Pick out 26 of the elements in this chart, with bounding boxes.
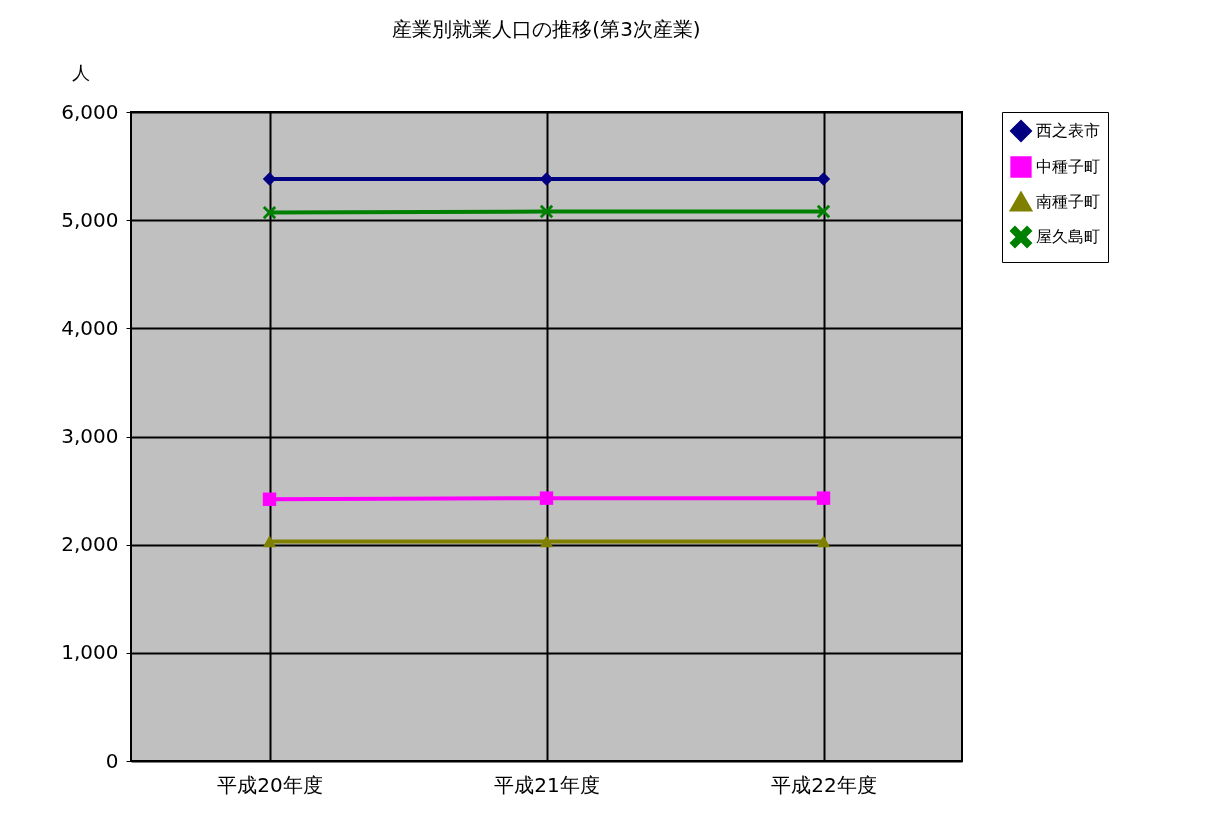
legend-label: 中種子町	[1036, 157, 1100, 176]
y-axis-title: 人	[71, 61, 90, 83]
point	[539, 535, 554, 548]
y-tick-label: 1,000	[61, 640, 119, 665]
x-tick-label: 平成22年度	[771, 772, 877, 797]
point	[816, 204, 831, 219]
legend-label: 西之表市	[1036, 121, 1100, 140]
y-tick-label: 2,000	[61, 532, 119, 557]
y-tick-label: 3,000	[61, 424, 119, 448]
point	[262, 205, 277, 220]
point	[816, 491, 831, 505]
y-tick-label: 4,000	[61, 315, 119, 340]
y-tick-label: 0	[105, 748, 119, 773]
point	[816, 535, 831, 548]
point	[262, 492, 277, 506]
legend-label: 南種子町	[1036, 192, 1100, 211]
x-tick-label: 平成21年度	[494, 772, 600, 797]
point	[539, 204, 554, 219]
point	[816, 172, 831, 186]
point	[262, 535, 277, 548]
point	[539, 491, 554, 505]
y-tick-label: 6,000	[61, 99, 119, 124]
x-tick-label: 平成20年度	[217, 772, 323, 797]
legend-label: 屋久島町	[1036, 227, 1100, 246]
chart-title: 産業別就業人口の推移(第3次産業)	[392, 17, 701, 41]
y-tick-label: 5,000	[61, 207, 119, 232]
